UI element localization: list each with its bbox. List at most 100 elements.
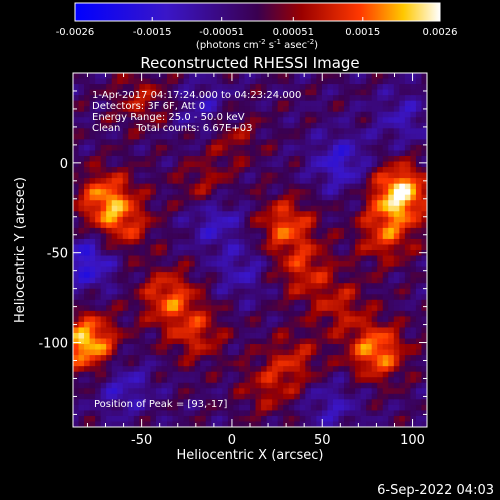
heatmap-cell (205, 415, 212, 422)
heatmap-cell (227, 205, 234, 212)
heatmap-cell (172, 222, 179, 229)
heatmap-cell (299, 244, 306, 251)
heatmap-cell (393, 288, 400, 295)
heatmap-cell (371, 95, 378, 102)
heatmap-cell (122, 266, 129, 273)
heatmap-cell (277, 393, 284, 400)
heatmap-cell (216, 250, 223, 256)
heatmap-cell (78, 161, 85, 168)
heatmap-cell (404, 194, 411, 201)
heatmap-cell (283, 360, 290, 367)
heatmap-cell (222, 161, 229, 168)
heatmap-cell (250, 332, 256, 339)
heatmap-cell (216, 388, 223, 395)
heatmap-cell (355, 106, 362, 113)
heatmap-cell (261, 161, 267, 168)
heatmap-cell (250, 150, 256, 157)
heatmap-cell (393, 277, 400, 284)
heatmap-cell (216, 84, 223, 90)
heatmap-cell (128, 111, 135, 118)
heatmap-cell (84, 106, 90, 113)
heatmap-cell (299, 266, 306, 273)
heatmap-cell (144, 261, 151, 267)
heatmap-cell (266, 106, 273, 113)
heatmap-cell (222, 382, 229, 389)
heatmap-cell (404, 222, 411, 229)
heatmap-cell (388, 172, 395, 179)
heatmap-cell (277, 344, 284, 350)
heatmap-cell (150, 167, 157, 173)
heatmap-cell (189, 349, 196, 356)
heatmap-cell (89, 155, 96, 162)
heatmap-cell (349, 360, 356, 367)
heatmap-cell (117, 244, 124, 251)
heatmap-cell (205, 194, 212, 201)
heatmap-cell (89, 421, 96, 428)
heatmap-cell (144, 327, 151, 334)
heatmap-cell (283, 89, 290, 96)
heatmap-cell (321, 161, 328, 168)
heatmap-cell (399, 261, 406, 267)
heatmap-cell (415, 344, 422, 350)
heatmap-cell (393, 299, 400, 306)
heatmap-cell (277, 73, 284, 79)
heatmap-cell (73, 310, 79, 317)
heatmap-cell (189, 194, 196, 201)
heatmap-cell (78, 272, 85, 279)
heatmap-cell (189, 310, 196, 317)
heatmap-cell (310, 382, 317, 389)
heatmap-cell (106, 299, 113, 306)
heatmap-cell (84, 155, 90, 162)
heatmap-cell (150, 266, 157, 273)
heatmap-cell (233, 106, 240, 113)
heatmap-cell (410, 349, 417, 356)
heatmap-cell (410, 321, 417, 328)
heatmap-cell (139, 117, 146, 124)
heatmap-cell (355, 200, 362, 207)
heatmap-cell (421, 227, 428, 234)
heatmap-cell (84, 355, 90, 362)
heatmap-cell (244, 410, 251, 417)
heatmap-cell (327, 305, 334, 312)
heatmap-cell (238, 238, 245, 245)
heatmap-cell (73, 244, 79, 251)
heatmap-cell (321, 421, 328, 428)
heatmap-cell (111, 161, 118, 168)
heatmap-cell (211, 111, 218, 118)
heatmap-cell (382, 255, 389, 262)
heatmap-cell (338, 305, 345, 312)
heatmap-cell (128, 255, 135, 262)
heatmap-cell (255, 183, 262, 190)
heatmap-cell (415, 172, 422, 179)
heatmap-cell (255, 349, 262, 356)
heatmap-cell (344, 377, 350, 384)
heatmap-cell (332, 238, 339, 245)
heatmap-cell (366, 244, 373, 251)
heatmap-cell (277, 200, 284, 207)
heatmap-cell (410, 305, 417, 312)
heatmap-cell (111, 222, 118, 229)
heatmap-cell (294, 250, 301, 256)
heatmap-cell (421, 172, 428, 179)
heatmap-cell (150, 310, 157, 317)
heatmap-cell (100, 183, 107, 190)
heatmap-cell (360, 421, 367, 428)
heatmap-cell (89, 139, 96, 146)
heatmap-cell (277, 272, 284, 279)
heatmap-cell (332, 233, 339, 240)
heatmap-cell (299, 84, 306, 90)
heatmap-cell (73, 233, 79, 240)
heatmap-cell (200, 305, 207, 312)
heatmap-cell (327, 316, 334, 323)
heatmap-cell (344, 266, 350, 273)
heatmap-cell (122, 238, 129, 245)
heatmap-cell (227, 371, 234, 378)
heatmap-cell (421, 377, 428, 384)
heatmap-cell (299, 111, 306, 118)
heatmap-cell (349, 161, 356, 168)
heatmap-cell (183, 200, 190, 207)
heatmap-cell (205, 216, 212, 223)
heatmap-cell (222, 332, 229, 339)
heatmap-cell (111, 183, 118, 190)
heatmap-cell (421, 332, 428, 339)
